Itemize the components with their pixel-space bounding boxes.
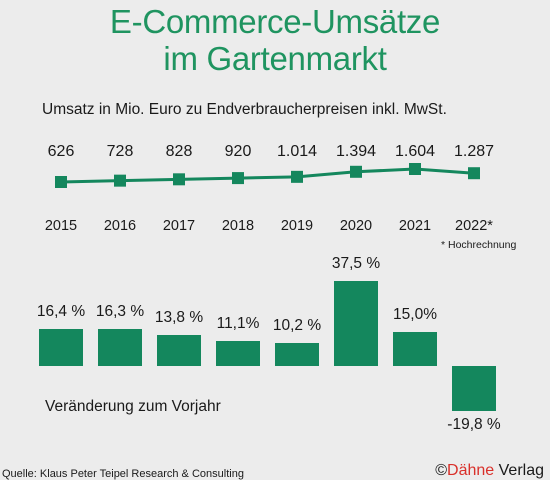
revenue-value-label: 728 — [106, 143, 134, 160]
revenue-point — [173, 173, 185, 186]
chart-subtitle: Umsatz in Mio. Euro zu Endverbraucherpre… — [42, 101, 447, 118]
change-value-label: 13,8 % — [154, 308, 204, 326]
chart-title-line-1: E-Commerce-Umsätze — [109, 3, 441, 40]
revenue-value-label: 626 — [47, 143, 75, 160]
revenue-point — [55, 176, 67, 188]
revenue-point — [291, 170, 303, 183]
change-value-label: 16,4 % — [36, 302, 86, 320]
change-value-label: 15,0% — [393, 305, 437, 323]
change-value-label: 16,3 % — [95, 302, 145, 320]
change-bar — [39, 328, 83, 366]
revenue-value-label: 1.394 — [335, 143, 377, 160]
footnote: * Hochrechnung — [441, 239, 517, 251]
revenue-value-label: 1.604 — [394, 143, 436, 160]
change-value-label: 37,5 % — [331, 254, 381, 272]
source-note: Quelle: Klaus Peter Teipel Research & Co… — [2, 468, 244, 480]
revenue-line — [60, 167, 475, 184]
chart-title-line-2: im Gartenmarkt — [163, 40, 387, 77]
revenue-point — [350, 165, 362, 178]
revenue-value-label: 1.287 — [453, 143, 495, 160]
change-bar — [216, 340, 260, 366]
change-bar — [98, 328, 142, 366]
copyright-notice: ©Dähne Verlag — [435, 462, 544, 480]
brand-name: Dähne — [447, 462, 495, 479]
brand-suffix: Verlag — [494, 462, 544, 479]
revenue-value-label: 920 — [224, 143, 252, 160]
change-value-label: 10,2 % — [272, 316, 322, 334]
change-value-label: 11,1% — [216, 314, 260, 332]
change-axis-label: Veränderung zum Vorjahr — [45, 398, 221, 415]
revenue-point — [468, 167, 480, 180]
change-bar — [393, 331, 437, 366]
year-tick-label: 2019 — [280, 218, 314, 234]
revenue-point — [409, 163, 421, 175]
revenue-value-label: 1.014 — [276, 143, 318, 160]
revenue-point — [232, 172, 244, 185]
year-tick-label: 2016 — [103, 218, 137, 234]
year-tick-label: 2017 — [162, 218, 196, 234]
revenue-value-label: 828 — [165, 143, 193, 160]
change-bar — [157, 334, 201, 366]
revenue-point — [114, 174, 126, 187]
change-bar — [275, 342, 319, 366]
year-tick-label: 2022* — [455, 218, 493, 234]
year-tick-label: 2021 — [398, 218, 432, 234]
year-tick-label: 2015 — [44, 218, 78, 234]
year-tick-label: 2018 — [221, 218, 255, 234]
copyright-symbol: © — [435, 462, 448, 479]
year-tick-label: 2020 — [339, 218, 373, 234]
change-value-label: -19,8 % — [447, 415, 501, 433]
change-bar — [452, 366, 496, 411]
change-bar — [334, 280, 378, 366]
